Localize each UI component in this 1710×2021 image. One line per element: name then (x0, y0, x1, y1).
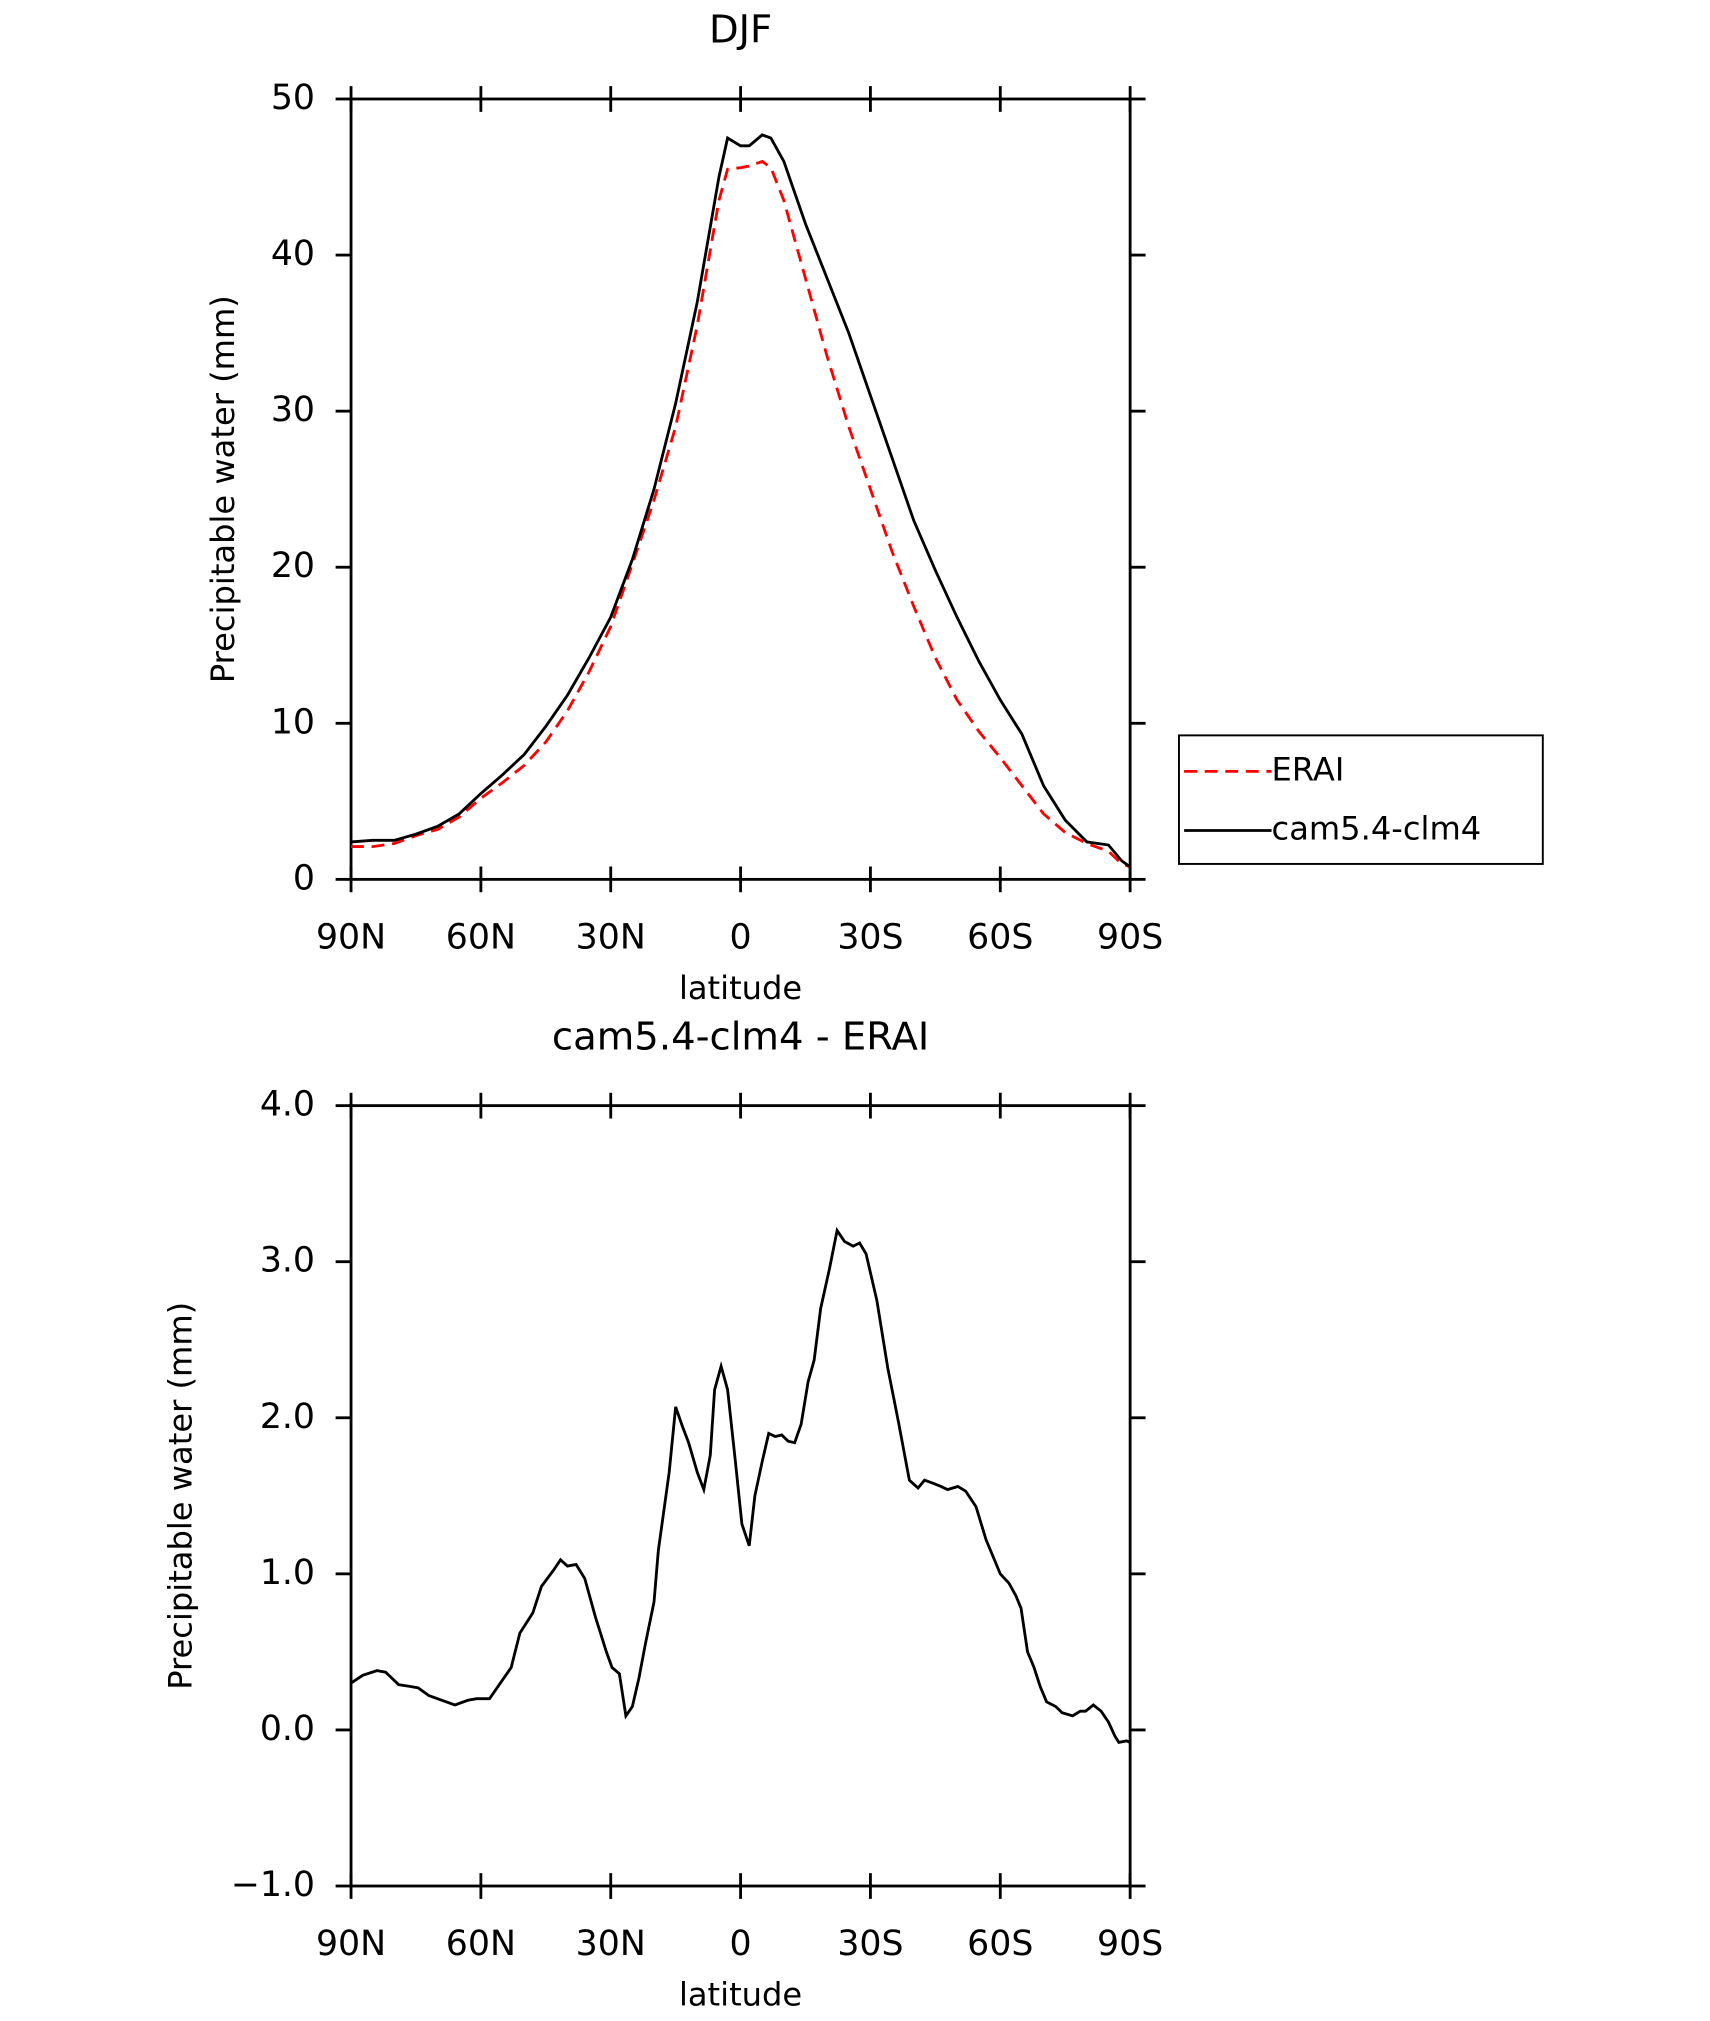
x-tick-label: 30N (576, 918, 646, 958)
y-tick-label: 2.0 (260, 1397, 315, 1437)
x-tick-label: 0 (730, 1924, 752, 1964)
legend-label: cam5.4-clm4 (1272, 810, 1482, 848)
y-tick-label: 30 (271, 390, 315, 430)
x-tick-label: 90S (1097, 1924, 1163, 1964)
y-tick-label: 10 (271, 702, 315, 742)
x-tick-label: 90N (316, 918, 386, 958)
x-tick-label: 60N (446, 918, 516, 958)
y-tick-label: 0 (293, 858, 315, 898)
x-tick-label: 90N (316, 1924, 386, 1964)
y-tick-label: 1.0 (260, 1553, 315, 1593)
y-tick-label: 3.0 (260, 1241, 315, 1281)
data-line (350, 133, 1131, 869)
chart-title: DJF (709, 8, 772, 53)
x-tick-label: 30S (837, 918, 903, 958)
plot-frame (349, 1104, 1132, 1888)
legend-box (1178, 734, 1544, 865)
x-tick-label: 30N (576, 1924, 646, 1964)
y-tick-label: 50 (271, 78, 315, 118)
x-axis-label: latitude (679, 969, 802, 1007)
x-tick-label: 30S (837, 1924, 903, 1964)
x-tick-label: 60N (446, 1924, 516, 1964)
legend: ERAI cam5.4-clm4 (1178, 734, 1544, 865)
x-tick-label: 90S (1097, 918, 1163, 958)
y-tick-label: −1.0 (231, 1865, 315, 1905)
chart-panel: DJF latitude Precipitable water (mm) 0 10 20 3… (204, 8, 1544, 1007)
x-tick-label: 60S (967, 1924, 1033, 1964)
legend-label: ERAI (1272, 750, 1345, 788)
y-tick-label: 4.0 (260, 1085, 315, 1125)
y-axis-label: Precipitable water (mm) (162, 1302, 200, 1690)
y-tick-label: 40 (271, 234, 315, 274)
chart-title: cam5.4-clm4 - ERAI (552, 1014, 929, 1059)
data-line (350, 1226, 1131, 1744)
y-tick-label: 0.0 (260, 1709, 315, 1749)
x-tick-label: 60S (967, 918, 1033, 958)
chart-panel: cam5.4-clm4 - ERAI latitude Precipitable w… (162, 1014, 1164, 2013)
plot-frame (349, 97, 1132, 881)
data-line (351, 159, 1131, 869)
x-tick-label: 0 (730, 918, 752, 958)
y-tick-label: 20 (271, 546, 315, 586)
x-axis-label: latitude (679, 1976, 802, 2014)
y-axis-label: Precipitable water (mm) (204, 295, 242, 683)
